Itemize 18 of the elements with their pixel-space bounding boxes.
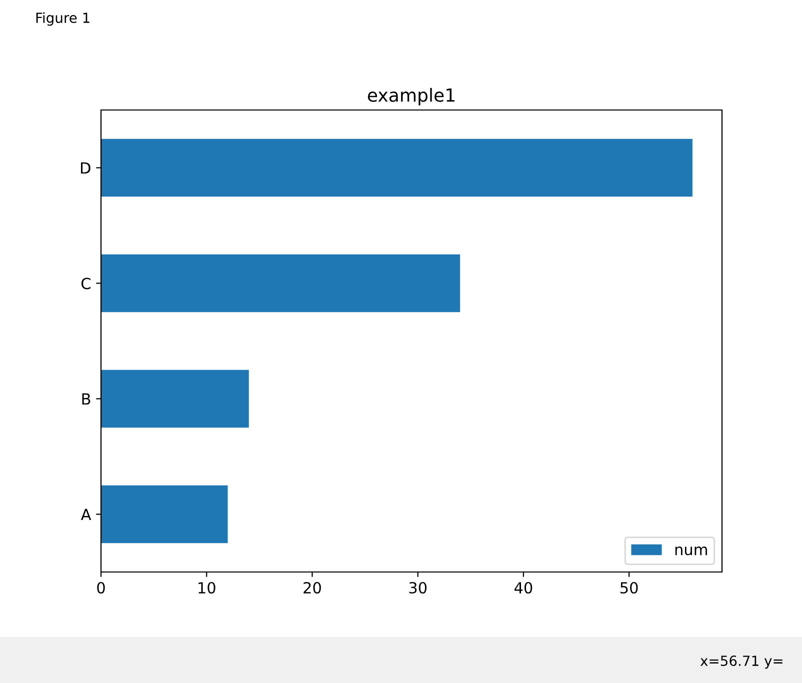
caption: Figure 1: [36, 12, 90, 26]
x-tick-label: 0: [97, 582, 105, 594]
y-tick-label: A: [80, 508, 92, 520]
bar: [101, 485, 228, 544]
x-tick-label: 40: [514, 582, 532, 594]
y-tick-label: B: [82, 393, 90, 405]
x-tick-label: 30: [409, 582, 427, 594]
bar: [101, 254, 460, 312]
x-tick-label: 50: [620, 582, 638, 594]
bar: [101, 138, 692, 197]
y-tick-label: C: [81, 278, 90, 290]
legend-label: num: [675, 546, 707, 556]
x-tick-label: 20: [304, 582, 321, 594]
text: x=56.71 y=: [700, 656, 782, 669]
bar: [101, 370, 249, 428]
x-tick-label: 10: [198, 582, 216, 594]
y-tick-label: D: [81, 162, 90, 174]
chart-title: example1: [368, 88, 454, 106]
